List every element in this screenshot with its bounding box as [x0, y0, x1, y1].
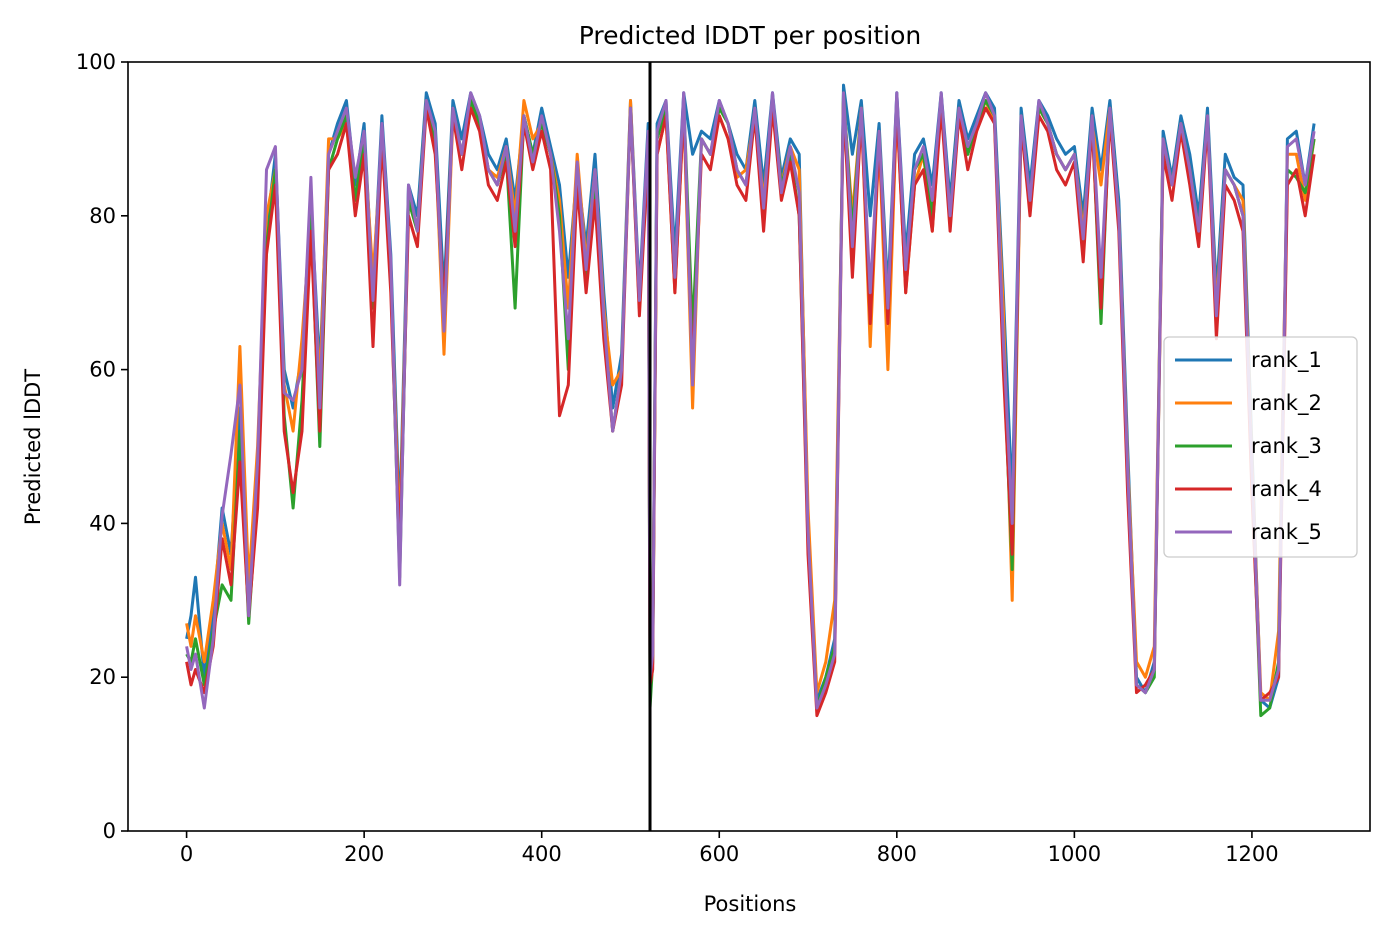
legend-label-rank_1: rank_1	[1251, 348, 1322, 373]
legend-label-rank_5: rank_5	[1251, 520, 1322, 545]
x-tick-label: 400	[522, 842, 562, 866]
y-tick-label: 0	[103, 819, 116, 843]
x-tick-label: 200	[344, 842, 384, 866]
y-tick-label: 20	[89, 665, 116, 689]
y-tick-label: 100	[76, 50, 116, 74]
y-axis-ticks: 0 20 40 60 80 100	[76, 50, 128, 843]
legend: rank_1 rank_2 rank_3 rank_4 rank_5	[1163, 336, 1358, 558]
x-axis-ticks: 0 200 400 600 800 1000 1200	[180, 831, 1279, 866]
x-tick-label: 1200	[1225, 842, 1278, 866]
series-line-rank_5	[185, 91, 1316, 710]
y-tick-label: 40	[89, 511, 116, 535]
y-tick-label: 80	[89, 204, 116, 228]
x-tick-label: 800	[877, 842, 917, 866]
legend-label-rank_4: rank_4	[1251, 477, 1322, 502]
x-tick-label: 1000	[1048, 842, 1101, 866]
plot-frame	[127, 61, 1371, 832]
chart-title: Predicted lDDT per position	[579, 21, 921, 50]
plot-lines	[185, 83, 1316, 718]
legend-box	[1163, 336, 1358, 558]
x-tick-label: 600	[699, 842, 739, 866]
legend-label-rank_2: rank_2	[1251, 391, 1322, 416]
legend-label-rank_3: rank_3	[1251, 434, 1322, 459]
y-axis-label: Predicted lDDT	[21, 369, 45, 525]
y-tick-label: 60	[89, 358, 116, 382]
x-tick-label: 0	[180, 842, 193, 866]
x-axis-label: Positions	[704, 892, 797, 916]
